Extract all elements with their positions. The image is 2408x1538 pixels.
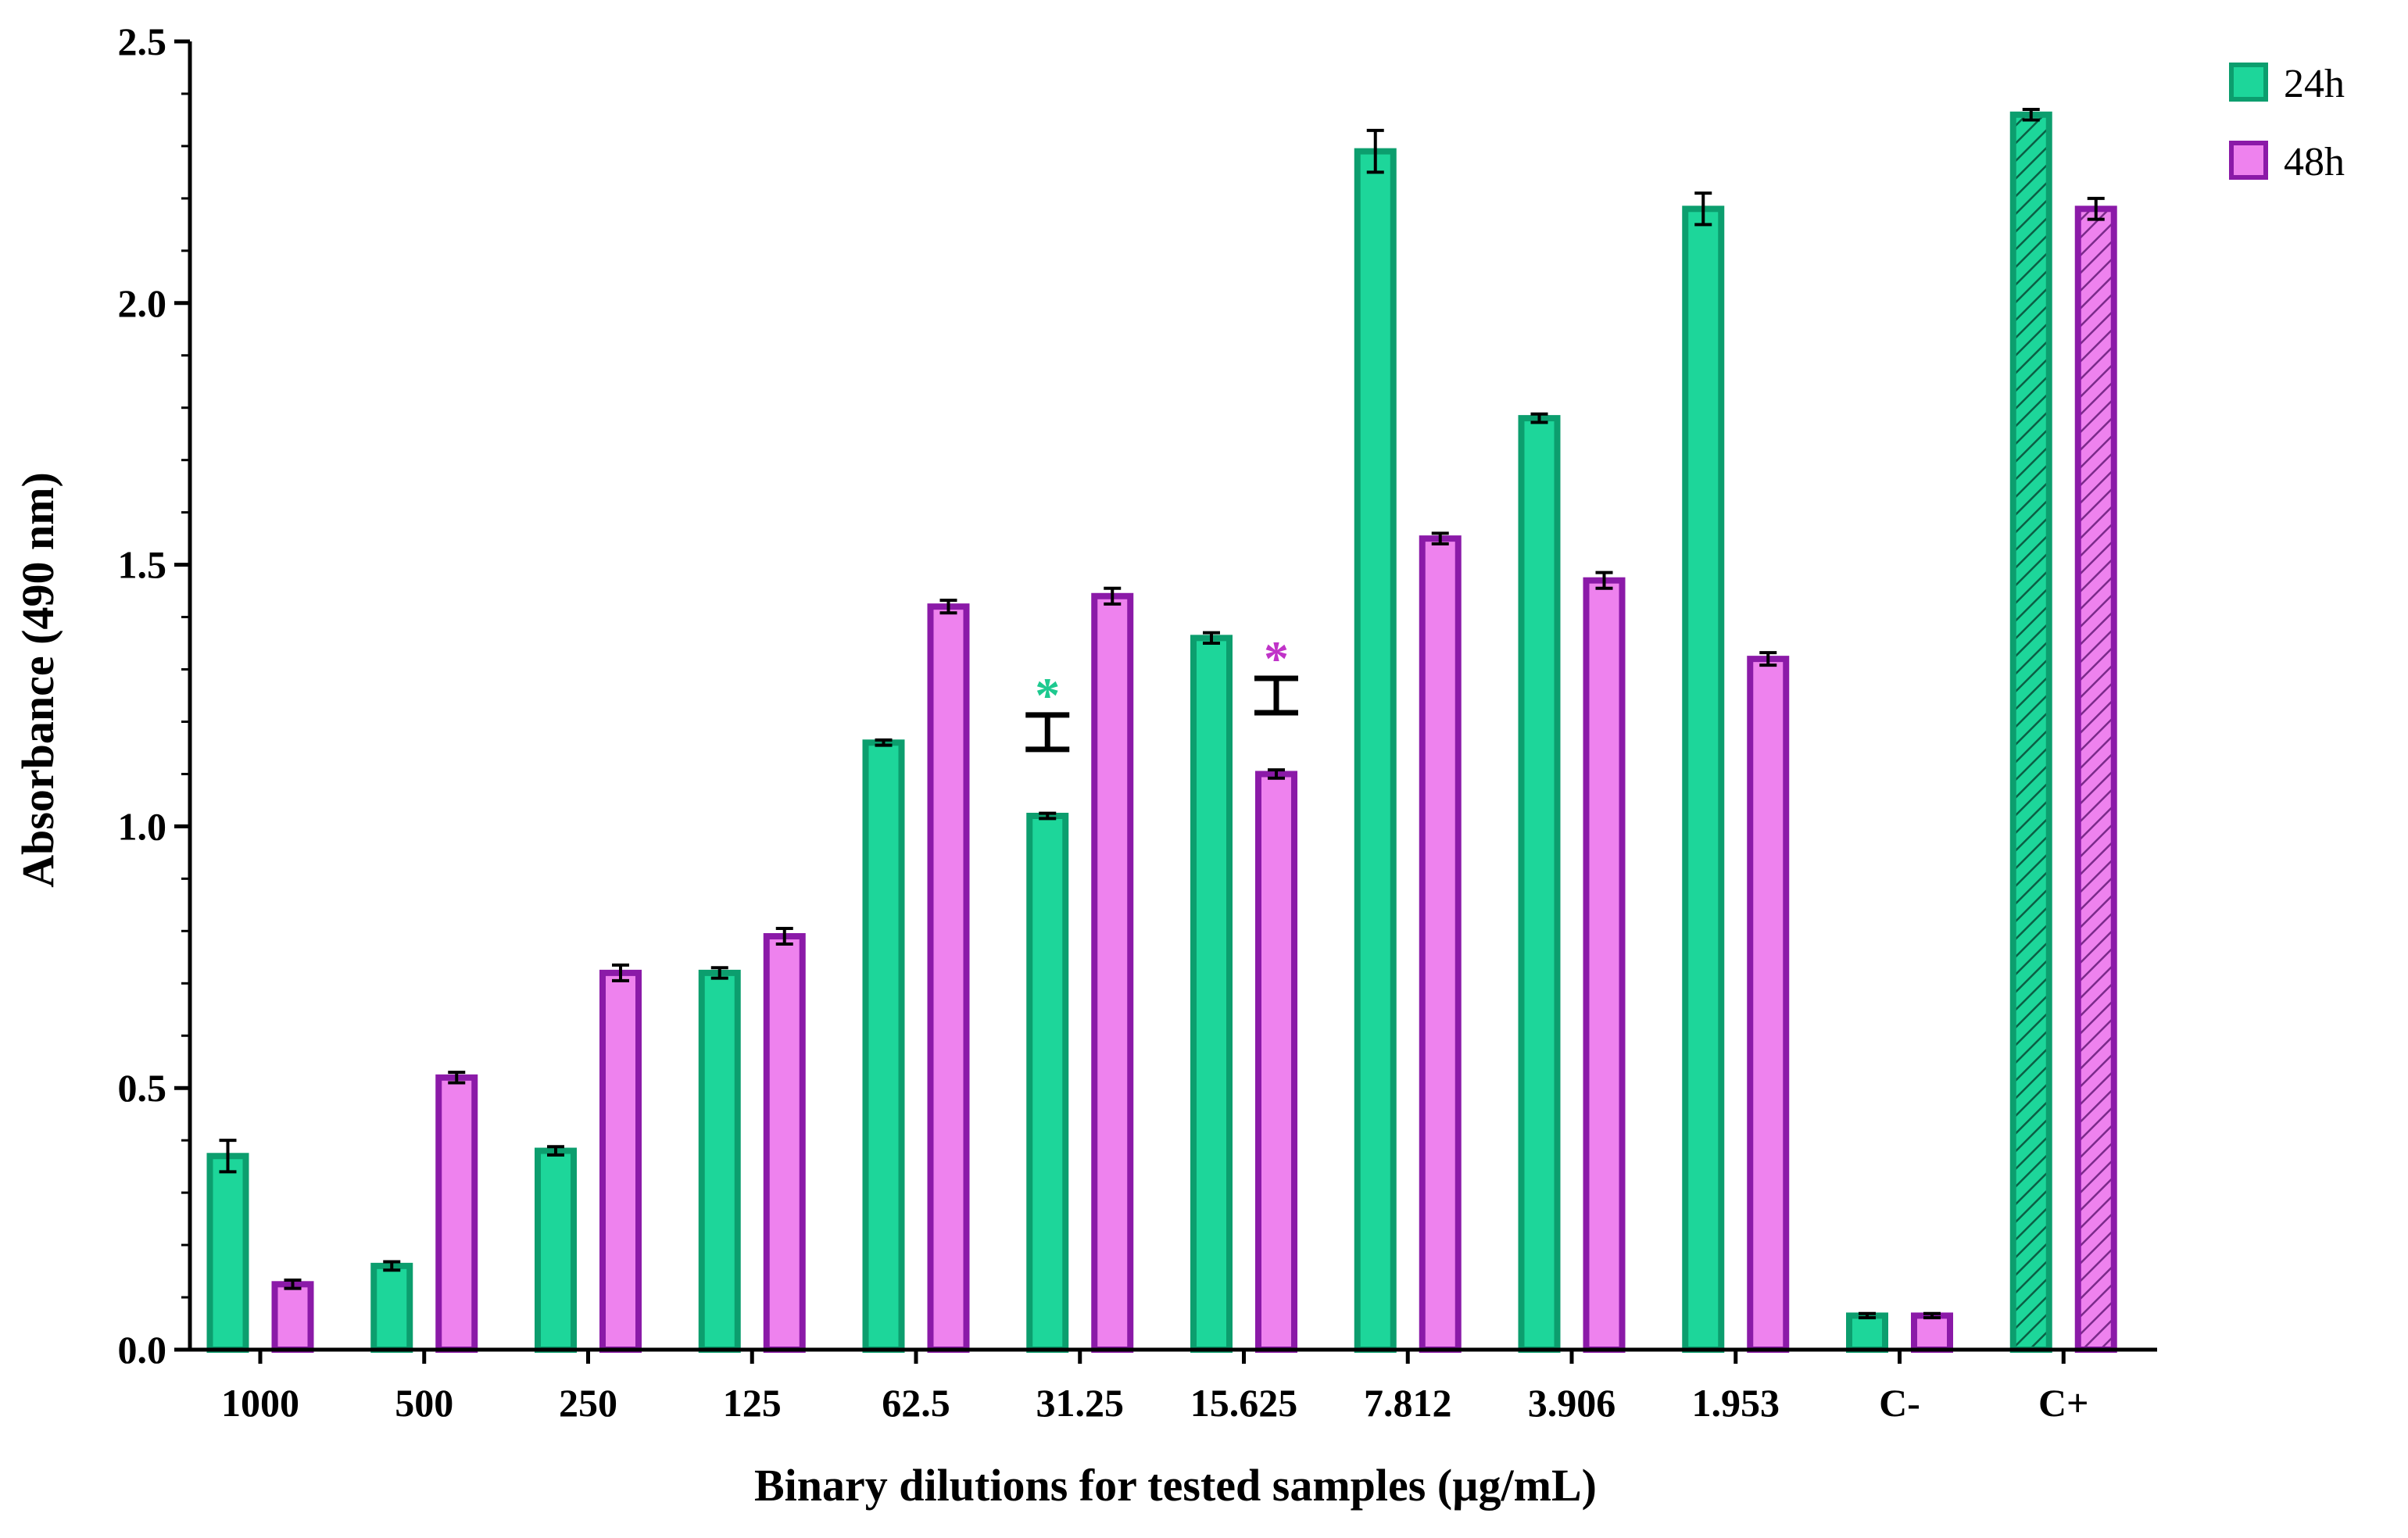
bar-24h-Cplus: [2009, 111, 2052, 1353]
x-tick-label-3-906: 3.906: [1528, 1381, 1616, 1425]
significance-bracket-24h-31-25: [1025, 712, 1070, 753]
error-bar-24h-31-25: [1039, 811, 1057, 821]
x-axis-title: Binary dilutions for tested samples (µg/…: [754, 1460, 1597, 1511]
bar-48h-62-5: [927, 603, 970, 1353]
error-bar-48h-15-625: [1268, 768, 1285, 780]
error-bar-24h-3-906: [1530, 412, 1548, 424]
bar-24h-15-625: [1190, 635, 1233, 1353]
bar-24h-3-906: [1518, 415, 1561, 1353]
error-bar-24h-7-812: [1366, 128, 1384, 174]
error-bar-24h-1-953: [1694, 191, 1712, 227]
bar-48h-31-25: [1091, 592, 1134, 1353]
error-bar-48h-125: [775, 926, 793, 946]
bar-24h-62-5: [862, 739, 905, 1353]
annotations-layer: **: [1025, 631, 1298, 753]
x-tick-label-62-5: 62.5: [882, 1381, 950, 1425]
legend-swatch-24h: [2229, 63, 2268, 102]
y-tick-label-2-0: 2.0: [118, 281, 167, 325]
x-tick-label-Cminus: C-: [1879, 1381, 1920, 1425]
bar-24h-1-953: [1682, 206, 1725, 1354]
bar-24h-7-812: [1354, 148, 1397, 1354]
bar-48h-Cminus: [1911, 1312, 1953, 1353]
bar-48h-250: [599, 969, 642, 1353]
error-bar-48h-3-906: [1595, 570, 1613, 590]
axes-layer: 0.0 0.5 1.0 1.5 2.0 2.5 1000 500 250 125 62.5 31.25…: [118, 20, 2157, 1425]
error-bar-48h-7-812: [1431, 531, 1449, 545]
x-tick-label-Cplus: C+: [2038, 1381, 2089, 1425]
bar-24h-Cminus: [1846, 1312, 1888, 1353]
x-tick-label-7-812: 7.812: [1364, 1381, 1452, 1425]
bar-48h-7-812: [1419, 535, 1462, 1353]
x-tick-label-15-625: 15.625: [1190, 1381, 1298, 1425]
error-bar-48h-500: [448, 1071, 466, 1085]
x-tick-label-1000: 1000: [221, 1381, 299, 1425]
significance-bracket-48h-15-625: [1254, 675, 1298, 716]
y-tick-label-2-5: 2.5: [118, 20, 167, 63]
bar-48h-500: [435, 1074, 478, 1353]
bar-24h-31-25: [1026, 813, 1069, 1354]
legend-label-48h: 48h: [2284, 140, 2345, 184]
error-bar-48h-Cminus: [1923, 1311, 1941, 1320]
error-bar-48h-62-5: [939, 599, 957, 615]
error-bar-24h-Cminus: [1859, 1311, 1876, 1320]
x-tick-label-31-25: 31.25: [1036, 1381, 1125, 1425]
error-bar-48h-Cplus: [2087, 196, 2105, 221]
legend-swatch-48h: [2229, 141, 2268, 180]
error-bar-24h-500: [383, 1260, 401, 1272]
legend: 24h 48h: [2229, 62, 2345, 184]
y-tick-label-0-0: 0.0: [118, 1328, 167, 1372]
x-tick-label-125: 125: [723, 1381, 782, 1425]
significance-star-48h-15-625: *: [1264, 631, 1289, 686]
x-tick-label-250: 250: [559, 1381, 617, 1425]
bar-24h-250: [535, 1147, 577, 1353]
bar-24h-1000: [206, 1153, 249, 1354]
error-bar-24h-250: [547, 1145, 564, 1157]
y-tick-label-0-5: 0.5: [118, 1066, 167, 1110]
bar-48h-1000: [271, 1281, 314, 1354]
legend-label-24h: 24h: [2284, 62, 2345, 106]
error-bar-24h-15-625: [1203, 631, 1220, 646]
bar-48h-3-906: [1583, 577, 1626, 1353]
bar-48h-125: [763, 933, 806, 1353]
bar-48h-Cplus: [2074, 206, 2117, 1354]
significance-star-24h-31-25: *: [1035, 667, 1060, 723]
error-bar-24h-1000: [219, 1139, 237, 1174]
x-tick-label-1-953: 1.953: [1692, 1381, 1780, 1425]
bars-layer: [206, 108, 2117, 1354]
error-bar-24h-62-5: [875, 738, 893, 747]
bar-48h-1-953: [1747, 656, 1790, 1353]
error-bar-48h-1000: [284, 1278, 302, 1290]
error-bar-48h-31-25: [1104, 586, 1122, 606]
y-axis-title: Absorbance (490 nm): [13, 472, 63, 888]
y-tick-label-1-0: 1.0: [118, 804, 167, 848]
bar-24h-125: [698, 969, 741, 1353]
error-bar-48h-250: [612, 963, 629, 982]
error-bar-24h-Cplus: [2022, 108, 2040, 122]
error-bar-24h-125: [710, 966, 728, 980]
y-tick-label-1-5: 1.5: [118, 543, 167, 587]
x-tick-label-500: 500: [395, 1381, 453, 1425]
error-bar-48h-1-953: [1759, 651, 1777, 667]
bar-48h-15-625: [1255, 771, 1297, 1353]
bar-24h-500: [370, 1262, 413, 1354]
